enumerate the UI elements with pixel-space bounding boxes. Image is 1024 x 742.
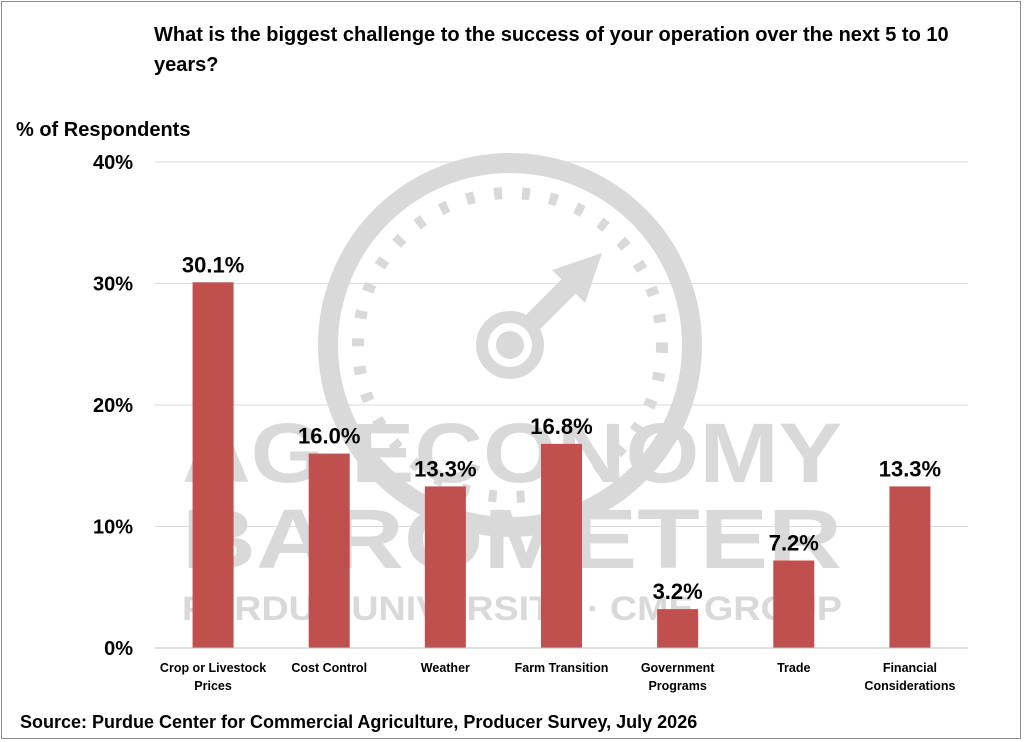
data-labels: 30.1% 16.0% 13.3% 16.8% 3.2% 7.2% 13.3% <box>182 252 941 604</box>
watermark-line-2: BAROMETER <box>182 492 842 586</box>
data-label: 7.2% <box>769 531 819 556</box>
bar <box>424 486 466 648</box>
y-tick-label: 20% <box>93 395 133 417</box>
y-tick-label: 30% <box>93 274 133 296</box>
bar <box>308 453 350 648</box>
y-tick-label: 10% <box>93 517 133 539</box>
watermark: AG ECONOMY BAROMETER PURDUE UNIVERSITY ·… <box>182 153 842 628</box>
data-label: 3.2% <box>653 579 703 604</box>
data-label: 30.1% <box>182 252 244 277</box>
bar <box>541 443 582 648</box>
watermark-line-3: PURDUE UNIVERSITY · CME GROUP <box>182 590 842 628</box>
x-tick-label: Weather <box>421 661 470 675</box>
bars <box>192 282 931 648</box>
y-axis-ticks: 0% 10% 20% 30% 40% <box>93 152 133 660</box>
data-label: 16.8% <box>530 414 592 439</box>
watermark-line-1: AG ECONOMY <box>182 406 842 500</box>
x-tick-label: Government <box>641 661 715 675</box>
y-axis-label: % of Respondents <box>16 119 191 141</box>
x-tick-label: Programs <box>648 679 706 693</box>
x-tick-label: Cost Control <box>291 661 367 675</box>
data-label: 16.0% <box>298 424 360 449</box>
bar <box>889 486 931 648</box>
data-label: 13.3% <box>879 456 941 481</box>
chart-title: What is the biggest challenge to the suc… <box>154 24 949 76</box>
data-label: 13.3% <box>414 456 476 481</box>
y-tick-label: 0% <box>104 638 133 660</box>
x-tick-label: Financial <box>883 661 937 675</box>
bar <box>192 282 234 648</box>
bar <box>657 609 699 648</box>
gridlines <box>155 161 968 527</box>
x-tick-label: Considerations <box>864 679 955 693</box>
y-tick-label: 40% <box>93 152 133 174</box>
x-tick-label: Crop or Livestock <box>160 661 266 675</box>
x-tick-label: Prices <box>194 679 232 693</box>
x-tick-label: Farm Transition <box>515 661 609 675</box>
bar <box>773 560 815 648</box>
x-axis-categories: Crop or Livestock Prices Cost Control Weath… <box>160 661 956 693</box>
source-note: Source: Purdue Center for Commercial Agr… <box>20 712 698 732</box>
x-tick-label: Trade <box>777 661 810 675</box>
